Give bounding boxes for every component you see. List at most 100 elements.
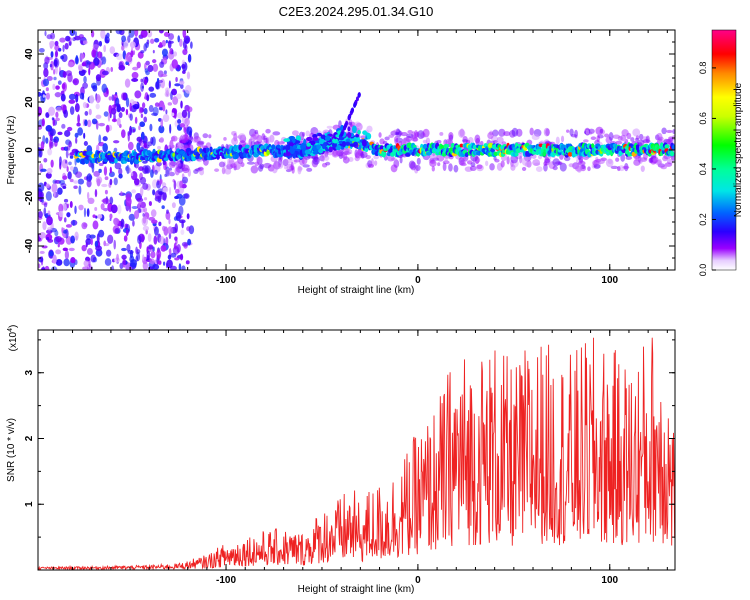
- spectrogram-cell-1450: [231, 137, 238, 146]
- spectrogram-cell-1304: [171, 135, 178, 142]
- spectrogram-cell-1392: [306, 167, 313, 172]
- spectrogram-cell-356: [152, 49, 155, 54]
- spectrogram-cell-875: [167, 40, 172, 49]
- spectrogram-cell-440: [176, 244, 181, 253]
- spectrogram-cell-947: [521, 166, 527, 172]
- spectrogram-cell-662: [129, 113, 133, 121]
- spectrogram-cell-1316: [531, 134, 540, 141]
- spectrogram-cell-2720: [355, 134, 360, 138]
- spectrogram-cell-456: [53, 57, 60, 68]
- spectrogram-cell-699: [170, 91, 173, 100]
- spectrogram-cell-819: [121, 254, 127, 260]
- spectrogram-cell-825: [165, 109, 168, 115]
- spectrogram-cell-77: [67, 171, 72, 180]
- spectrogram-cell-645: [138, 201, 142, 206]
- spectrogram-cell-1131: [214, 168, 220, 172]
- spectrogram-cell-700: [160, 118, 164, 128]
- spectrogram-cell-2750: [304, 149, 311, 155]
- spectrogram-cell-1545: [555, 136, 560, 145]
- spectrogram-cell-1070: [442, 162, 447, 171]
- spectrogram-cell-1358: [476, 164, 483, 170]
- spectrogram-cell-306: [57, 187, 63, 195]
- spectrogram-cell-817: [42, 78, 50, 87]
- spectrogram-cell-518: [123, 235, 128, 242]
- spectrogram-cell-832: [127, 141, 134, 151]
- spectrogram-cell-805: [159, 41, 163, 48]
- spectrogram-cell-800: [83, 140, 88, 147]
- spectrogram-cell-590: [170, 252, 177, 258]
- spectrogram-cell-847: [86, 175, 89, 182]
- spectrogram-cell-410: [125, 97, 130, 108]
- spectrogram-cell-1491: [182, 164, 190, 174]
- spectrogram-cell-761: [181, 176, 189, 184]
- spectrogram-cell-510: [107, 112, 111, 122]
- spectrogram-cell-1479: [165, 167, 172, 177]
- spectrogram-cell-197: [57, 131, 63, 136]
- spectrogram-cell-204: [163, 226, 169, 236]
- spectrogram-cell-763: [50, 141, 54, 149]
- spectrogram-cell-1437: [413, 130, 419, 139]
- spectrogram-cell-1580: [560, 135, 565, 143]
- snr-scale-label: (x104): [7, 325, 19, 352]
- spectrogram-cell-489: [116, 253, 119, 262]
- spectrogram-cell-53: [158, 125, 165, 134]
- spectrogram-cell-520: [75, 93, 79, 103]
- spectrogram-cell-296: [47, 148, 53, 156]
- spectrogram-cell-1409: [246, 161, 255, 165]
- spectrogram-cell-264: [152, 263, 160, 270]
- spectrogram-cell-147: [138, 125, 141, 131]
- spectrogram-cell-1308: [366, 125, 373, 133]
- spectrogram-cell-795: [187, 53, 192, 63]
- spectrogram-cell-708: [182, 30, 187, 39]
- spectrogram-cell-2245: [446, 143, 450, 148]
- spectrogram-cell-811: [162, 191, 167, 202]
- spectrogram-xlabel: Height of straight line (km): [298, 285, 415, 296]
- spectrogram-cell-580: [115, 30, 123, 35]
- spectrogram-cell-1331: [583, 139, 589, 143]
- spectrogram-cell-1219: [568, 163, 575, 168]
- spectrogram-cell-2787: [347, 114, 351, 120]
- spectrogram-cell-2136: [381, 150, 387, 157]
- spectrogram-cell-827: [38, 210, 43, 218]
- spectrogram-cell-392: [101, 56, 107, 65]
- spectrogram-cell-540: [129, 125, 132, 136]
- spectrogram-cell-213: [65, 149, 69, 159]
- spectrogram-cell-678: [160, 73, 168, 77]
- spectrogram-cell-599: [75, 137, 78, 144]
- spectrogram-cell-851: [147, 64, 154, 73]
- spectrogram-cell-717: [120, 191, 123, 197]
- spectrogram-cell-806: [165, 236, 169, 246]
- spectrogram-cell-683: [174, 257, 180, 261]
- spectrogram-cell-818: [165, 87, 170, 94]
- spectrogram-cell-2714: [318, 148, 324, 154]
- spectrogram-cell-556: [150, 209, 157, 218]
- spectrogram-cell-770: [158, 107, 164, 111]
- spectrogram-cell-631: [148, 104, 154, 113]
- spectrogram-cell-732: [65, 70, 73, 77]
- spectrogram-cell-838: [171, 144, 175, 149]
- spectrogram-cell-470: [157, 79, 163, 84]
- spectrogram-cell-864: [162, 261, 166, 266]
- spectrogram-cell-517: [157, 145, 161, 150]
- spectrogram-cell-830: [143, 142, 148, 149]
- spectrogram-cell-616: [64, 250, 70, 260]
- spectrogram-cell-2790: [353, 102, 357, 108]
- spectrogram-cell-776: [167, 254, 172, 260]
- spectrogram-cell-286: [140, 78, 144, 83]
- snr-ylabel: SNR (10 * v/v): [6, 418, 17, 482]
- spectrogram-cell-1445: [662, 156, 668, 162]
- spectrogram-cell-1096: [492, 129, 499, 137]
- spectrogram-cell-644: [46, 236, 50, 241]
- spectrogram-cell-877: [134, 210, 140, 220]
- spectrogram-cell-870: [113, 217, 119, 226]
- spectrogram-cell-734: [142, 182, 149, 190]
- spectrogram-cell-2459: [567, 151, 573, 157]
- spectrogram-cell-791: [57, 80, 62, 85]
- spectrogram-cell-765: [74, 231, 79, 241]
- spectrogram-cell-786: [105, 124, 110, 133]
- spectrogram-cell-675: [151, 112, 158, 116]
- spectrogram-cell-165: [127, 132, 130, 142]
- spectrogram-cell-1229: [437, 162, 441, 167]
- spectrogram-cell-753: [39, 250, 45, 254]
- spectrogram-cell-785: [83, 132, 86, 139]
